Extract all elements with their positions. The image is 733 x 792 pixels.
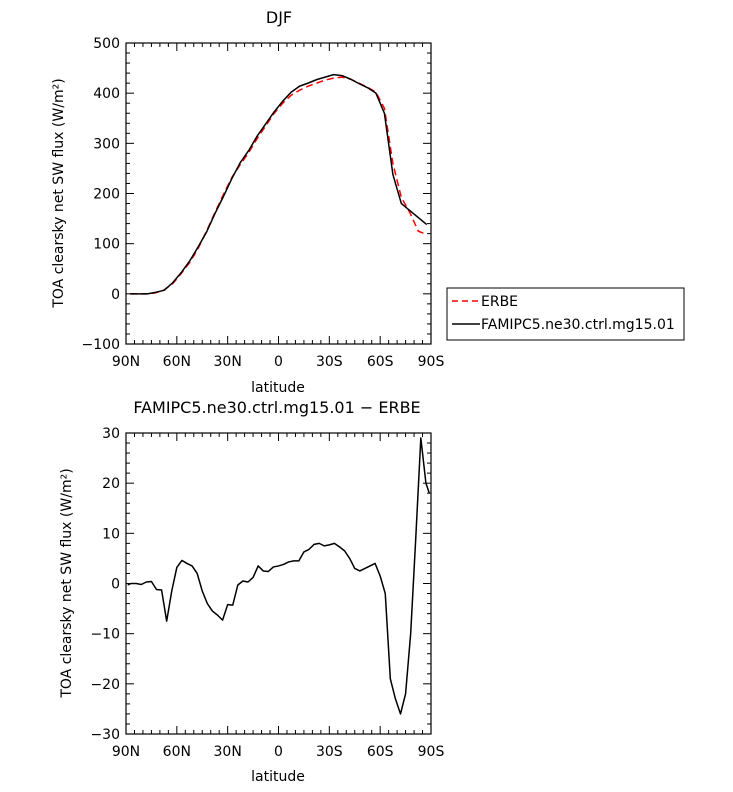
plot-area	[130, 73, 428, 295]
y-tick-label: −30	[90, 727, 120, 743]
x-tick-label: 30S	[316, 744, 343, 760]
x-tick-label: 30N	[214, 354, 242, 370]
y-tick-label: 500	[93, 36, 120, 52]
x-tick-label: 90N	[112, 744, 140, 760]
y-tick-label: 30	[102, 426, 120, 442]
x-tick-label: 0	[274, 744, 283, 760]
y-tick-label: 0	[111, 577, 120, 593]
x-tick-label: 60S	[367, 744, 394, 760]
legend-label-model: FAMIPC5.ne30.ctrl.mg15.01	[481, 317, 675, 333]
legend-label-erbe: ERBE	[481, 294, 518, 310]
x-tick-label: 0	[274, 354, 283, 370]
plot-area	[127, 437, 431, 715]
x-tick-labels: 90N 60N 30N 0 30S 60S 90S	[112, 744, 445, 760]
axis-ticks	[125, 42, 432, 345]
x-tick-label: 30N	[214, 744, 242, 760]
panel-djf: DJF −100 0 100 200 300 400 500 90N 60N 30N 0 30S 60…	[51, 8, 444, 396]
y-tick-label: −10	[90, 627, 120, 643]
x-tick-labels: 90N 60N 30N 0 30S 60S 90S	[112, 354, 445, 370]
x-tick-label: 90N	[112, 354, 140, 370]
legend-box	[446, 287, 685, 341]
x-tick-label: 60N	[163, 744, 191, 760]
y-tick-label: 100	[93, 237, 120, 253]
plot-frame	[125, 432, 432, 735]
plot-frame	[125, 42, 432, 345]
y-tick-label: 200	[93, 187, 120, 203]
x-axis-label: latitude	[251, 769, 305, 785]
series-line-difference	[127, 437, 431, 715]
y-tick-label: 300	[93, 136, 120, 152]
y-tick-label: −20	[90, 677, 120, 693]
y-tick-label: 400	[93, 86, 120, 102]
y-tick-labels: −100 0 100 200 300 400 500	[82, 36, 120, 353]
x-tick-label: 90S	[418, 354, 445, 370]
axis-ticks	[125, 432, 432, 735]
series-line-famipc5-ne30-ctrl-mg15-01	[130, 73, 428, 295]
x-tick-label: 30S	[316, 354, 343, 370]
y-tick-label: 20	[102, 476, 120, 492]
y-tick-label: 0	[111, 287, 120, 303]
y-tick-labels: −30 −20 −10 0 10 20 30	[90, 426, 120, 743]
y-tick-label: 10	[102, 526, 120, 542]
legend: ERBE FAMIPC5.ne30.ctrl.mg15.01	[446, 287, 685, 341]
chart-title: FAMIPC5.ne30.ctrl.mg15.01 − ERBE	[133, 398, 420, 417]
panel-difference: FAMIPC5.ne30.ctrl.mg15.01 − ERBE −30−20−…	[59, 398, 444, 785]
x-tick-label: 60N	[163, 354, 191, 370]
chart-title: DJF	[266, 8, 292, 27]
x-tick-label: 60S	[367, 354, 394, 370]
y-axis-label: TOA clearsky net SW flux (W/m²)	[51, 78, 67, 308]
y-tick-label: −100	[82, 337, 120, 353]
y-axis-label: TOA clearsky net SW flux (W/m²)	[59, 468, 75, 698]
x-axis-label: latitude	[251, 380, 305, 396]
x-tick-label: 90S	[418, 744, 445, 760]
